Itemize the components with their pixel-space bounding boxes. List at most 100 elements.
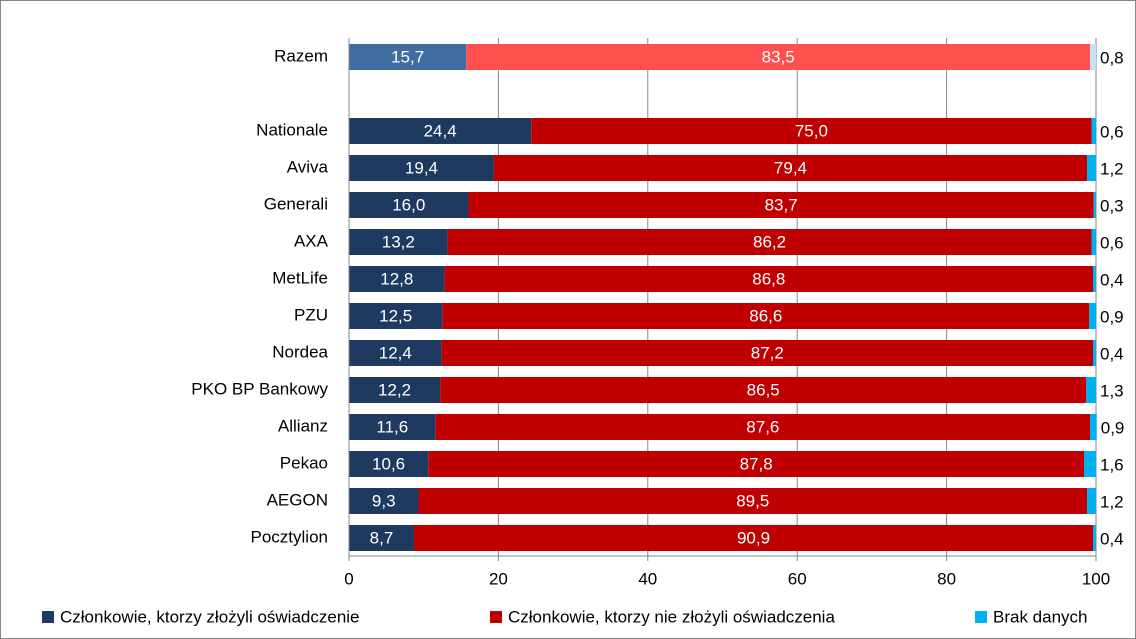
bar-segment xyxy=(349,377,441,403)
bar-segment xyxy=(349,229,448,255)
bar-segment xyxy=(1087,488,1096,514)
value-label: 16,0 xyxy=(392,195,425,214)
y-tick-label: Allianz xyxy=(278,416,328,435)
bar-segment xyxy=(444,266,1094,292)
value-label: 15,7 xyxy=(391,47,424,66)
bar-segment xyxy=(349,451,429,477)
y-tick-label: MetLife xyxy=(272,268,328,287)
x-tick-label: 20 xyxy=(489,569,508,588)
bar-segment xyxy=(468,192,1094,218)
bar-segment xyxy=(1084,451,1096,477)
y-tick-label: Pekao xyxy=(280,453,328,472)
value-label: 0,9 xyxy=(1101,418,1125,437)
bar-segment xyxy=(349,155,494,181)
bar-segment xyxy=(349,488,419,514)
bar-segment xyxy=(349,192,469,218)
y-tick-label: Nationale xyxy=(256,120,328,139)
value-label: 0,6 xyxy=(1100,233,1124,252)
bar-segment xyxy=(1087,155,1096,181)
y-tick-label: Pocztylion xyxy=(251,527,328,546)
bar-segment xyxy=(1086,377,1096,403)
bar-segment xyxy=(1093,192,1096,218)
y-tick-label: Nordea xyxy=(272,342,328,361)
legend-swatch xyxy=(490,611,502,623)
bar-segment xyxy=(447,229,1092,255)
bar-segment xyxy=(1093,340,1096,366)
y-tick-label: Aviva xyxy=(287,157,329,176)
x-tick-label: 80 xyxy=(937,569,956,588)
bar-segment xyxy=(418,488,1088,514)
bar-segment xyxy=(428,451,1085,477)
y-tick-label: AXA xyxy=(294,231,329,250)
bar-segment xyxy=(440,377,1087,403)
value-label: 0,4 xyxy=(1100,270,1124,289)
bar-segment xyxy=(435,414,1091,440)
bar-segment xyxy=(349,340,442,366)
bar-segment xyxy=(1091,229,1096,255)
value-label: 1,2 xyxy=(1100,159,1124,178)
bar-segment xyxy=(349,266,445,292)
legend-swatch xyxy=(42,611,54,623)
value-label: 0,8 xyxy=(1100,48,1124,67)
bar-segment xyxy=(1093,525,1096,551)
y-tick-label: PZU xyxy=(294,305,328,324)
value-label: 89,5 xyxy=(736,491,769,510)
value-label: 9,3 xyxy=(372,491,396,510)
bar-segment xyxy=(349,414,436,440)
value-label: 24,4 xyxy=(424,121,457,140)
value-label: 87,8 xyxy=(740,454,773,473)
y-tick-label: AEGON xyxy=(267,490,328,509)
value-label: 86,6 xyxy=(749,306,782,325)
value-label: 0,4 xyxy=(1100,344,1124,363)
bar-segment xyxy=(349,303,443,329)
bar-segment xyxy=(1090,44,1096,70)
bar-segment xyxy=(531,118,1092,144)
value-label: 11,6 xyxy=(376,417,408,436)
value-label: 86,2 xyxy=(753,232,786,251)
value-label: 87,2 xyxy=(751,343,784,362)
bar-segment xyxy=(466,44,1091,70)
value-label: 86,5 xyxy=(747,380,780,399)
value-label: 13,2 xyxy=(382,232,415,251)
bar-segment xyxy=(1093,266,1096,292)
y-tick-label: Razem xyxy=(274,46,328,65)
legend-label: Brak danych xyxy=(993,607,1088,626)
legend-swatch xyxy=(975,611,987,623)
value-label: 0,4 xyxy=(1100,529,1124,548)
x-tick-label: 100 xyxy=(1082,569,1110,588)
legend-label: Członkowie, ktorzy złożyli oświadczenie xyxy=(60,607,360,626)
y-tick-label: Generali xyxy=(264,194,328,213)
value-label: 12,2 xyxy=(378,380,411,399)
value-label: 0,9 xyxy=(1100,307,1124,326)
value-label: 79,4 xyxy=(774,158,807,177)
value-label: 8,7 xyxy=(370,528,394,547)
value-label: 83,7 xyxy=(765,195,798,214)
x-tick-label: 40 xyxy=(638,569,657,588)
value-label: 19,4 xyxy=(405,158,438,177)
x-tick-label: 0 xyxy=(344,569,353,588)
bar-segment xyxy=(349,44,467,70)
value-label: 83,5 xyxy=(762,47,795,66)
value-label: 86,8 xyxy=(752,269,785,288)
bar-segment xyxy=(1089,303,1096,329)
bar-segment xyxy=(1091,118,1096,144)
value-label: 1,3 xyxy=(1100,381,1124,400)
value-label: 12,5 xyxy=(379,306,412,325)
bar-segment xyxy=(349,118,532,144)
legend-label: Członkowie, ktorzy nie złożyli oświadcze… xyxy=(508,607,835,626)
bar-segment xyxy=(413,525,1094,551)
value-label: 90,9 xyxy=(737,528,770,547)
value-label: 87,6 xyxy=(746,417,779,436)
bar-segment xyxy=(442,303,1090,329)
bar-segment xyxy=(1090,414,1097,440)
value-label: 0,6 xyxy=(1100,122,1124,141)
value-label: 75,0 xyxy=(795,121,828,140)
x-tick-label: 60 xyxy=(788,569,807,588)
value-label: 1,2 xyxy=(1100,492,1124,511)
y-tick-label: PKO BP Bankowy xyxy=(191,379,328,398)
bar-segment xyxy=(441,340,1094,366)
value-label: 0,3 xyxy=(1100,196,1124,215)
value-label: 1,6 xyxy=(1100,455,1124,474)
value-label: 12,8 xyxy=(380,269,413,288)
